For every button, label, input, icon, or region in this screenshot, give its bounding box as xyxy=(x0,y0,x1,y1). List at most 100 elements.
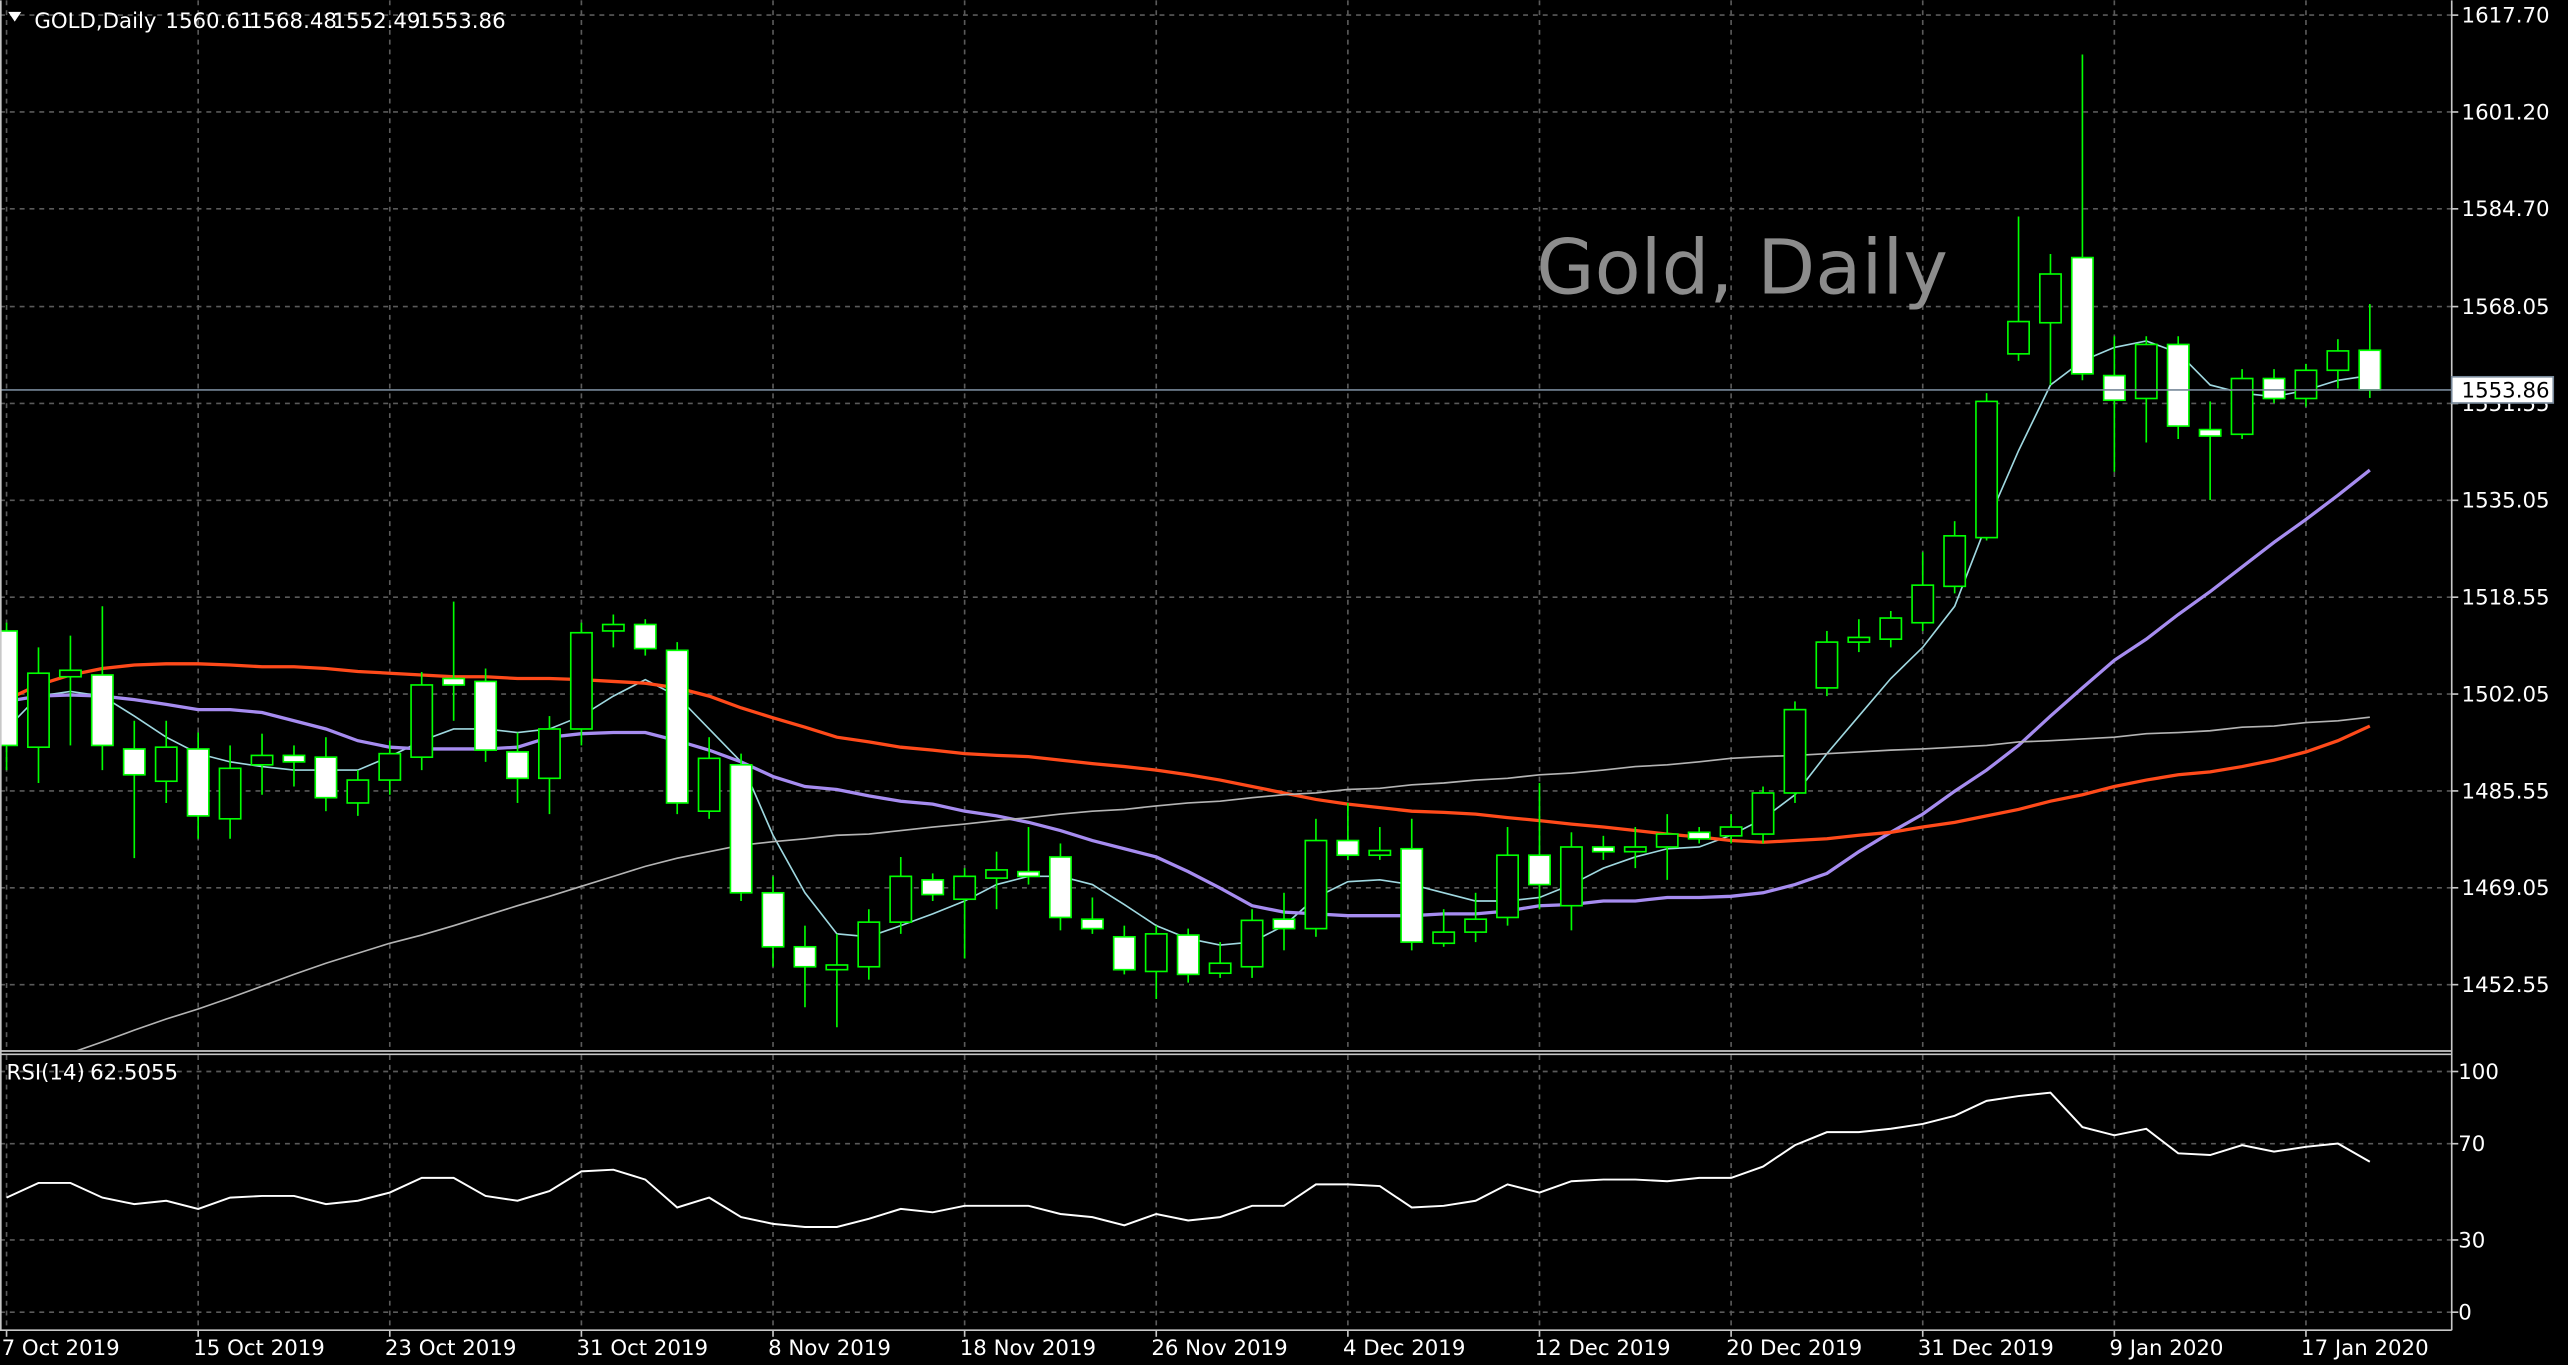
rsi-panel xyxy=(6,1091,2371,1228)
y-tick-label: 30 xyxy=(2458,1228,2485,1253)
candle-body xyxy=(2198,428,2222,437)
rsi-line xyxy=(6,1091,2371,1228)
candle-body xyxy=(0,630,19,747)
candle-body xyxy=(2166,343,2190,427)
candle-body xyxy=(1432,931,1456,945)
candle-body xyxy=(1208,962,1232,975)
candle-body xyxy=(1272,918,1296,930)
candle-body xyxy=(729,763,753,894)
candle-body xyxy=(825,964,849,971)
candle-body xyxy=(1975,400,1999,539)
candle-body xyxy=(442,677,466,686)
x-tick-label: 12 Dec 2019 xyxy=(1535,1336,1671,1361)
candle-body xyxy=(633,623,657,650)
x-tick-label: 23 Oct 2019 xyxy=(385,1336,517,1361)
candle-body xyxy=(1080,918,1104,930)
candle-body xyxy=(2294,369,2318,400)
candle-body xyxy=(2358,349,2382,391)
moving-average-line xyxy=(5,662,2371,844)
low-price: 1552.49 xyxy=(332,9,420,34)
candle-body xyxy=(378,752,402,781)
candle-body xyxy=(1336,839,1360,857)
candle-body xyxy=(697,757,721,812)
candle-body xyxy=(2326,350,2350,372)
y-tick-label: 1518.55 xyxy=(2462,586,2550,611)
candle-body xyxy=(857,921,881,968)
x-tick-label: 26 Nov 2019 xyxy=(1151,1336,1287,1361)
candle-body xyxy=(2039,273,2062,324)
candle-body xyxy=(1559,846,1583,907)
candle-body xyxy=(250,754,274,766)
candle-body xyxy=(665,649,689,804)
price-panel xyxy=(0,54,2452,1051)
y-tick-label: 0 xyxy=(2458,1301,2472,1326)
candle-body xyxy=(1048,856,1072,919)
high-price: 1568.48 xyxy=(249,9,337,34)
candle-body xyxy=(2102,374,2126,402)
candle-body xyxy=(2230,377,2254,436)
candle-body xyxy=(1815,641,1839,689)
candle-body xyxy=(1496,854,1520,919)
watermark: Gold, Daily xyxy=(1536,224,1948,312)
candle-body xyxy=(953,875,977,901)
candle-body xyxy=(410,684,434,758)
candle-body xyxy=(1144,933,1168,973)
moving-average-line xyxy=(76,716,2370,1051)
candle-body xyxy=(1368,849,1392,857)
candle-body xyxy=(218,767,242,820)
candle-body xyxy=(2070,256,2094,375)
candle-body xyxy=(506,751,529,780)
candle-body xyxy=(761,891,785,948)
rsi-title: RSI(14) xyxy=(7,1061,85,1086)
y-tick-label: 1502.05 xyxy=(2462,682,2550,707)
x-tick-label: 31 Dec 2019 xyxy=(1918,1336,2054,1361)
x-tick-label: 9 Jan 2020 xyxy=(2109,1336,2223,1361)
current-price-label: 1553.86 xyxy=(2462,378,2550,403)
y-tick-label: 1568.05 xyxy=(2462,295,2550,320)
y-tick-label: 1485.55 xyxy=(2462,779,2550,804)
y-tick-label: 1535.05 xyxy=(2462,489,2550,514)
candle-body xyxy=(793,945,817,968)
y-tick-label: 1452.55 xyxy=(2462,973,2550,998)
candle-body xyxy=(1751,792,1775,835)
x-tick-label: 15 Oct 2019 xyxy=(193,1336,325,1361)
candle-body xyxy=(889,875,913,923)
x-tick-label: 8 Nov 2019 xyxy=(768,1336,891,1361)
candle-body xyxy=(1400,847,1424,943)
x-tick-label: 17 Jan 2020 xyxy=(2301,1336,2429,1361)
y-tick-label: 70 xyxy=(2458,1132,2485,1157)
candle-body xyxy=(1687,831,1711,840)
moving-average-line xyxy=(6,468,2371,918)
candle-body xyxy=(1464,918,1488,933)
y-tick-label: 1469.05 xyxy=(2462,876,2550,901)
candle-body xyxy=(1847,636,1871,643)
candle-body xyxy=(58,669,82,678)
rsi-value: 62.5055 xyxy=(90,1061,178,1086)
candle-body xyxy=(90,674,114,747)
candle-body xyxy=(1879,617,1903,640)
candle-body xyxy=(601,623,625,632)
candle-body xyxy=(1655,833,1679,848)
candle-body xyxy=(1719,826,1743,837)
y-tick-label: 1617.70 xyxy=(2462,3,2550,28)
candle-body xyxy=(282,754,306,763)
x-tick-label: 18 Nov 2019 xyxy=(960,1336,1096,1361)
x-tick-label: 31 Oct 2019 xyxy=(576,1336,708,1361)
collapse-icon[interactable] xyxy=(8,11,22,22)
candle-body xyxy=(1911,584,1935,624)
candle-body xyxy=(27,672,50,749)
candle-body xyxy=(154,746,178,783)
candle-body xyxy=(1623,846,1647,853)
candle-body xyxy=(569,631,593,730)
symbol-title: GOLD,Daily xyxy=(34,9,156,34)
candle-body xyxy=(1528,854,1551,886)
candle-body xyxy=(985,869,1009,879)
candle-body xyxy=(2262,377,2286,400)
candle-body xyxy=(1591,846,1615,853)
candle-body xyxy=(346,779,370,804)
candle-body xyxy=(2007,320,2030,355)
y-tick-label: 100 xyxy=(2458,1060,2499,1085)
